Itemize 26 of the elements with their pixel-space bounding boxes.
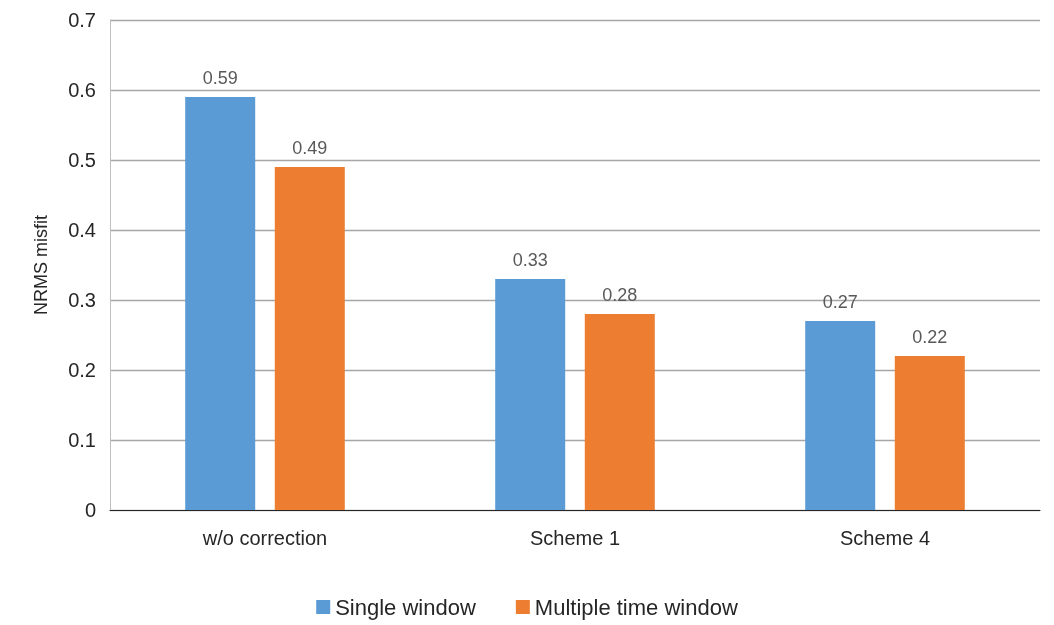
data-label: 0.22	[912, 327, 948, 347]
data-label: 0.33	[512, 250, 548, 270]
y-tick-label: 0.7	[68, 9, 96, 31]
data-label: 0.59	[202, 68, 238, 88]
bar	[495, 279, 566, 510]
x-tick-label: w/o correction	[201, 527, 328, 549]
bar	[274, 167, 345, 510]
y-tick-label: 0	[84, 499, 96, 521]
bar	[805, 321, 876, 510]
y-tick-label: 0.5	[68, 149, 96, 171]
x-tick-label: Scheme 1	[529, 527, 621, 549]
y-axis-title: NRMS misfit	[31, 215, 51, 315]
legend-label: Single window	[335, 594, 476, 620]
y-tick-label: 0.3	[68, 289, 96, 311]
data-label: 0.27	[822, 292, 858, 312]
bar	[894, 356, 965, 510]
data-label: 0.49	[292, 138, 328, 158]
bar	[185, 97, 256, 510]
y-tick-label: 0.1	[68, 429, 96, 451]
legend-label: Multiple time window	[534, 594, 738, 620]
data-label: 0.28	[602, 285, 638, 305]
x-tick-label: Scheme 4	[839, 527, 931, 549]
y-tick-label: 0.4	[68, 219, 96, 241]
y-tick-label: 0.6	[68, 79, 96, 101]
y-tick-label: 0.2	[68, 359, 96, 381]
bar	[584, 314, 655, 510]
